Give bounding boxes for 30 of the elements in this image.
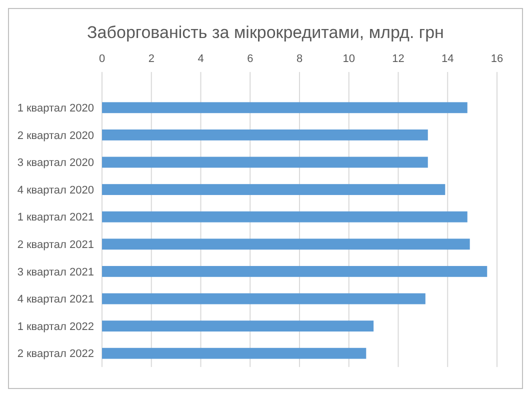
y-tick-label: 2 квартал 2020 [17,130,94,142]
y-tick-label: 1 квартал 2022 [17,320,94,333]
y-tick-label: 3 квартал 2021 [17,266,94,278]
x-tick-label: 10 [342,53,355,65]
y-tick-label: 3 квартал 2020 [17,157,94,170]
y-tick-label: 4 квартал 2020 [17,184,94,196]
bar [102,266,488,277]
bar [102,156,428,168]
bar [102,211,468,222]
bar [102,320,374,332]
bar [102,129,428,140]
chart-title: Заборгованість за мікрокредитами, млрд. грн [87,23,444,42]
x-tick-label: 12 [392,53,404,65]
y-tick-label: 2 квартал 2022 [17,348,94,360]
y-tick-label: 2 квартал 2021 [17,239,94,251]
y-tick-label: 4 квартал 2021 [17,294,94,306]
x-tick-label: 8 [296,53,303,65]
bar [102,238,470,250]
y-tick-label: 1 квартал 2020 [17,102,94,114]
bar [102,102,468,114]
bar [102,348,366,359]
x-tick-label: 2 [148,53,154,65]
x-tick-label: 6 [247,53,254,65]
x-tick-label: 4 [198,53,204,65]
y-tick-label: 1 квартал 2021 [17,212,94,224]
x-tick-label: 16 [490,53,504,65]
bar [102,293,426,304]
bar [102,184,446,196]
x-tick-label: 14 [442,53,454,65]
x-tick-label: 0 [98,53,106,65]
